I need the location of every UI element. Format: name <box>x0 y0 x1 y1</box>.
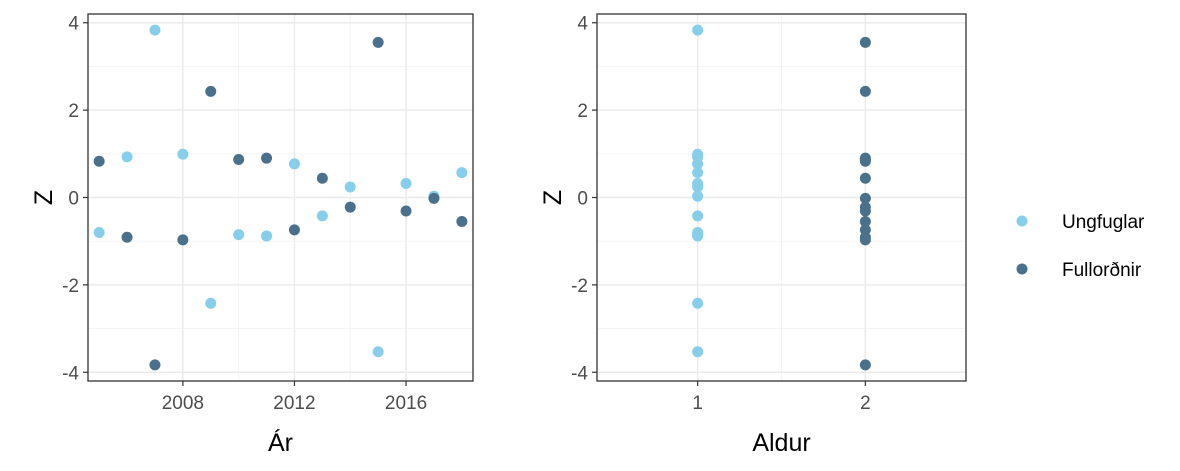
y-axis-title: Z <box>539 190 567 205</box>
y-axis-title: Z <box>30 190 58 205</box>
data-point-fullordnir <box>121 231 133 243</box>
data-point-ungfuglar <box>692 346 704 358</box>
data-point-ungfuglar <box>692 167 704 179</box>
data-point-ungfuglar <box>692 24 704 36</box>
data-point-ungfuglar <box>316 210 328 222</box>
legend-key-ungfuglar <box>1016 215 1028 227</box>
data-point-fullordnir <box>456 216 468 228</box>
data-point-ungfuglar <box>692 190 704 202</box>
x-tick-label: 2 <box>860 393 871 414</box>
y-tick-label: 0 <box>68 189 79 210</box>
data-point-ungfuglar <box>372 346 384 358</box>
data-point-fullordnir <box>400 205 412 217</box>
data-point-fullordnir <box>344 201 356 213</box>
data-point-ungfuglar <box>149 24 161 36</box>
data-point-fullordnir <box>859 192 871 204</box>
y-tick-label: 4 <box>68 14 79 35</box>
data-point-ungfuglar <box>288 158 300 170</box>
data-point-fullordnir <box>233 153 245 165</box>
data-point-ungfuglar <box>177 148 189 160</box>
data-point-ungfuglar <box>93 226 105 238</box>
data-point-fullordnir <box>149 359 161 371</box>
data-point-fullordnir <box>288 224 300 236</box>
data-point-ungfuglar <box>456 167 468 179</box>
legend-label-ungfuglar: Ungfuglar <box>1062 212 1145 233</box>
data-point-ungfuglar <box>692 230 704 242</box>
data-point-fullordnir <box>859 359 871 371</box>
data-point-fullordnir <box>859 216 871 228</box>
data-point-ungfuglar <box>692 297 704 309</box>
y-tick-label: -2 <box>62 276 79 297</box>
data-point-fullordnir <box>859 85 871 97</box>
data-point-fullordnir <box>859 224 871 236</box>
data-point-ungfuglar <box>261 230 273 242</box>
y-tick-label: 2 <box>68 101 79 122</box>
y-tick-label: 2 <box>577 101 588 122</box>
y-tick-label: 0 <box>577 189 588 210</box>
data-point-ungfuglar <box>344 181 356 193</box>
legend: Ungfuglar Fullorðnir <box>1016 212 1145 281</box>
data-point-fullordnir <box>859 205 871 217</box>
data-point-ungfuglar <box>205 297 217 309</box>
data-point-fullordnir <box>859 172 871 184</box>
panel-year: -4 -2 0 2 4 2008 2012 2016 Ár Z <box>30 13 474 457</box>
data-point-fullordnir <box>93 155 105 167</box>
data-point-fullordnir <box>177 234 189 246</box>
y-tick-label: -4 <box>62 363 79 384</box>
data-point-fullordnir <box>372 36 384 48</box>
x-tick-label: 1 <box>692 393 703 414</box>
legend-key-fullordnir <box>1016 263 1028 275</box>
data-point-fullordnir <box>316 172 328 184</box>
data-point-ungfuglar <box>692 148 704 160</box>
data-point-fullordnir <box>261 152 273 164</box>
y-tick-label: 4 <box>577 14 588 35</box>
x-axis-title: Aldur <box>752 429 810 457</box>
data-point-ungfuglar <box>692 158 704 170</box>
data-point-fullordnir <box>859 234 871 246</box>
x-axis-title: Ár <box>268 428 293 457</box>
data-point-fullordnir <box>205 85 217 97</box>
x-tick-label: 2012 <box>273 393 315 414</box>
data-point-fullordnir <box>428 192 440 204</box>
data-point-fullordnir <box>859 36 871 48</box>
data-point-ungfuglar <box>121 151 133 163</box>
data-point-ungfuglar <box>692 210 704 222</box>
legend-label-fullordnir: Fullorðnir <box>1062 260 1142 281</box>
y-tick-label: -4 <box>571 363 588 384</box>
data-point-fullordnir <box>859 152 871 164</box>
data-point-ungfuglar <box>692 178 704 190</box>
y-tick-label: -2 <box>571 276 588 297</box>
x-tick-label: 2016 <box>385 393 427 414</box>
panel-age: -4 -2 0 2 4 1 2 Aldur Z <box>539 13 967 457</box>
x-tick-label: 2008 <box>162 393 204 414</box>
data-point-ungfuglar <box>233 229 245 241</box>
data-point-ungfuglar <box>400 178 412 190</box>
